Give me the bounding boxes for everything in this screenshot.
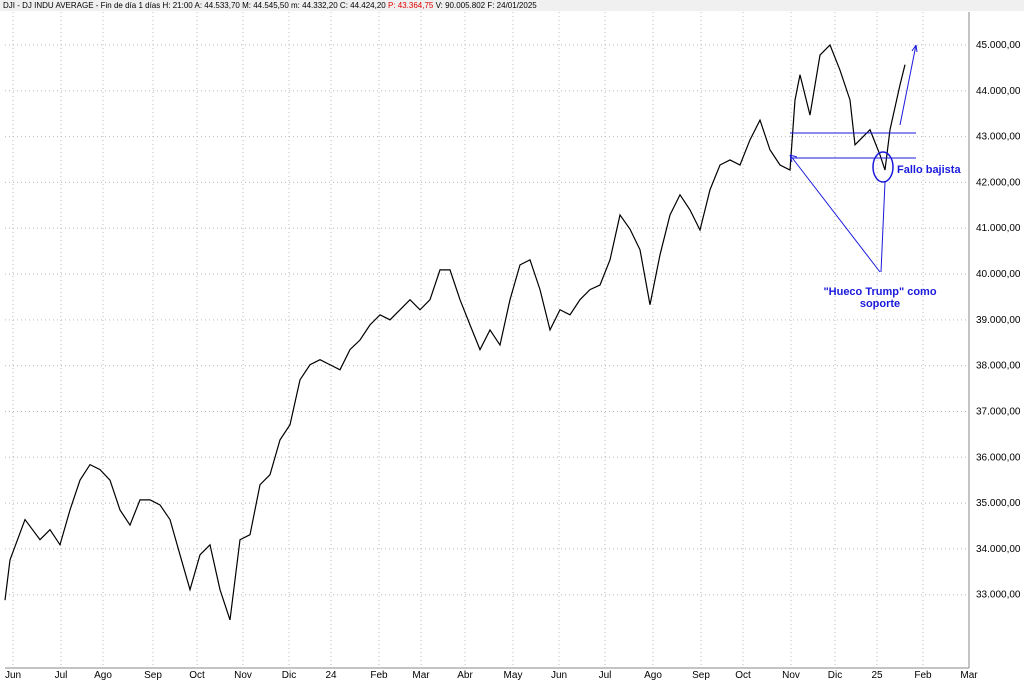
y-tick-label: 35.000,00	[976, 498, 1021, 509]
header-bar	[0, 0, 1024, 11]
highlight	[872, 151, 894, 183]
y-tick-label: 44.000,00	[976, 86, 1021, 97]
y-tick-label: 38.000,00	[976, 361, 1021, 372]
header: DJI - DJ INDU AVERAGE - Fin de día 1 día…	[3, 1, 537, 10]
y-tick-label: 40.000,00	[976, 269, 1021, 280]
x-tick-label: Jul	[599, 670, 612, 680]
y-tick-label: 36.000,00	[976, 452, 1021, 463]
arrow-head	[789, 154, 798, 163]
y-tick-label: 43.000,00	[976, 132, 1021, 143]
annotation-drawing	[789, 44, 918, 273]
header-previous: P: 43.364,75	[388, 1, 434, 10]
x-tick-label: Feb	[914, 670, 932, 680]
x-tick-label: 25	[871, 670, 883, 680]
x-tick-label: Sep	[692, 670, 710, 680]
y-tick-label: 39.000,00	[976, 315, 1021, 326]
y-tick-label: 34.000,00	[976, 544, 1021, 555]
header-rest: V: 90.005.802 F: 24/01/2025	[436, 1, 538, 10]
x-tick-label: May	[504, 670, 523, 680]
x-tick-label: Dic	[828, 670, 842, 680]
y-tick-label: 37.000,00	[976, 406, 1021, 417]
arrow-head	[911, 44, 918, 53]
plot	[4, 43, 906, 621]
x-tick-label: Oct	[189, 670, 205, 680]
grid	[5, 12, 970, 668]
y-tick-label: 42.000,00	[976, 177, 1021, 188]
x-tick-label: Ago	[94, 670, 112, 680]
arrow	[789, 154, 881, 273]
x-tick-label: Jun	[5, 670, 21, 680]
x-tick-label: Nov	[782, 670, 800, 680]
x-tick-label: Nov	[234, 670, 252, 680]
x-tick-label: Abr	[457, 670, 473, 680]
x-tick-label: Ago	[644, 670, 662, 680]
annotation: "Hueco Trump" como	[823, 286, 936, 298]
x-tick-label: Mar	[412, 670, 430, 680]
header-title: DJI - DJ INDU AVERAGE - Fin de día 1 día…	[3, 1, 160, 10]
x-tick-label: Jul	[55, 670, 68, 680]
x-tick-label: Sep	[144, 670, 162, 680]
y-tick-label: 33.000,00	[976, 590, 1021, 601]
x-tick-label: Dic	[282, 670, 296, 680]
x-tick-label: Mar	[960, 670, 978, 680]
price-line	[4, 43, 906, 621]
y-tick-label: 45.000,00	[976, 40, 1021, 51]
header-stats: H: 21:00 A: 44.533,70 M: 44.545,50 m: 44…	[162, 1, 386, 10]
x-tick-label: Oct	[735, 670, 751, 680]
arrow	[880, 181, 886, 273]
annotation: Fallo bajista	[897, 164, 961, 176]
annotation: soporte	[860, 298, 900, 310]
x-tick-label: Feb	[370, 670, 388, 680]
x-tick-label: Jun	[551, 670, 567, 680]
arrow	[899, 44, 917, 126]
y-tick-label: 41.000,00	[976, 223, 1021, 234]
x-tick-label: 24	[325, 670, 337, 680]
